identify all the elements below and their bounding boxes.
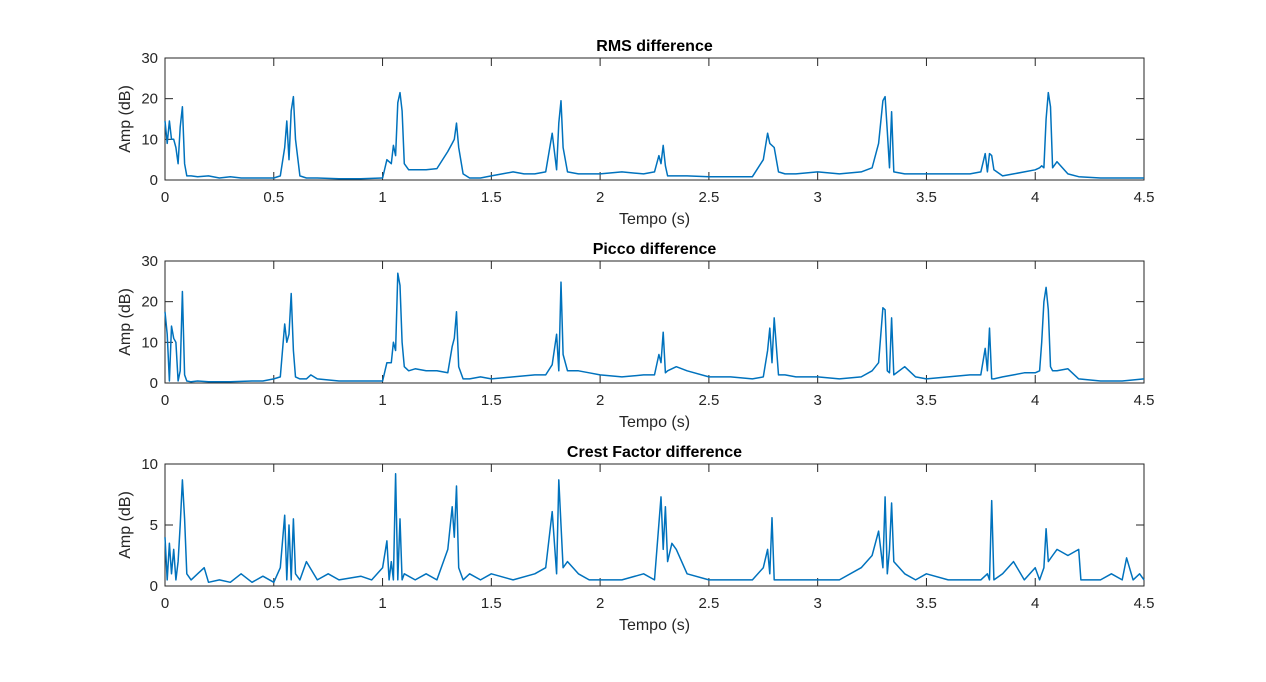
x-tick-label: 4.5 xyxy=(1134,392,1155,409)
x-tick-label: 1 xyxy=(378,595,386,612)
axes-box xyxy=(164,463,1145,587)
y-tick-label: 10 xyxy=(141,334,158,351)
x-tick-label: 2.5 xyxy=(698,595,719,612)
x-tick-label: 1.5 xyxy=(481,189,502,206)
y-tick-label: 20 xyxy=(141,91,158,108)
subplot-title: Crest Factor difference xyxy=(567,444,742,461)
x-tick-label: 3 xyxy=(813,189,821,206)
x-tick-label: 0.5 xyxy=(263,392,284,409)
x-tick-label: 1 xyxy=(378,392,386,409)
x-tick-label: 2 xyxy=(596,189,604,206)
x-tick-label: 0 xyxy=(161,595,169,612)
x-axis-label: Tempo (s) xyxy=(619,617,690,634)
x-tick-label: 3 xyxy=(813,595,821,612)
axes-box xyxy=(164,57,1145,181)
x-tick-label: 2.5 xyxy=(698,189,719,206)
y-tick-label: 0 xyxy=(150,578,158,595)
x-tick-label: 4 xyxy=(1031,189,1039,206)
x-tick-label: 0 xyxy=(161,392,169,409)
x-tick-label: 2 xyxy=(596,595,604,612)
axes-box xyxy=(164,260,1145,384)
x-tick-label: 3.5 xyxy=(916,392,937,409)
subplot-title: Picco difference xyxy=(593,241,717,258)
x-tick-label: 4.5 xyxy=(1134,595,1155,612)
x-tick-label: 0.5 xyxy=(263,189,284,206)
y-tick-label: 30 xyxy=(141,50,158,67)
subplot-title: RMS difference xyxy=(596,38,713,55)
y-tick-label: 20 xyxy=(141,294,158,311)
y-tick-label: 30 xyxy=(141,253,158,270)
x-tick-label: 1.5 xyxy=(481,392,502,409)
x-tick-label: 3.5 xyxy=(916,595,937,612)
x-tick-label: 3 xyxy=(813,392,821,409)
subplot-1: 0 0.5 1 1.5 2 2.5 3 3.5 4 4.5 0 10 20 30 RMS differenc… xyxy=(117,38,1154,228)
x-tick-label: 4 xyxy=(1031,392,1039,409)
subplot-3: 0 0.5 1 1.5 2 2.5 3 3.5 4 4.5 0 5 10 Crest Factor dif… xyxy=(117,444,1154,634)
series-line-1 xyxy=(164,473,1145,584)
y-tick-label: 10 xyxy=(141,131,158,148)
y-axis-label: Amp (dB) xyxy=(117,85,134,153)
x-tick-label: 2 xyxy=(596,392,604,409)
series-line-1 xyxy=(164,91,1144,180)
y-tick-label: 0 xyxy=(150,375,158,392)
x-axis-label: Tempo (s) xyxy=(619,414,690,431)
y-tick-label: 10 xyxy=(141,456,158,473)
x-tick-label: 3.5 xyxy=(916,189,937,206)
series-line-1 xyxy=(164,272,1145,383)
y-tick-label: 5 xyxy=(150,517,158,534)
x-tick-label: 0 xyxy=(161,189,169,206)
x-tick-label: 1.5 xyxy=(481,595,502,612)
x-axis-label: Tempo (s) xyxy=(619,211,690,228)
y-axis-label: Amp (dB) xyxy=(117,491,134,559)
subplot-2: 0 0.5 1 1.5 2 2.5 3 3.5 4 4.5 0 10 20 30 Picco differe… xyxy=(117,241,1154,431)
x-tick-label: 4.5 xyxy=(1134,189,1155,206)
y-tick-label: 0 xyxy=(150,172,158,189)
x-tick-label: 1 xyxy=(378,189,386,206)
x-tick-label: 2.5 xyxy=(698,392,719,409)
x-tick-label: 4 xyxy=(1031,595,1039,612)
x-tick-label: 0.5 xyxy=(263,595,284,612)
y-axis-label: Amp (dB) xyxy=(117,288,134,356)
